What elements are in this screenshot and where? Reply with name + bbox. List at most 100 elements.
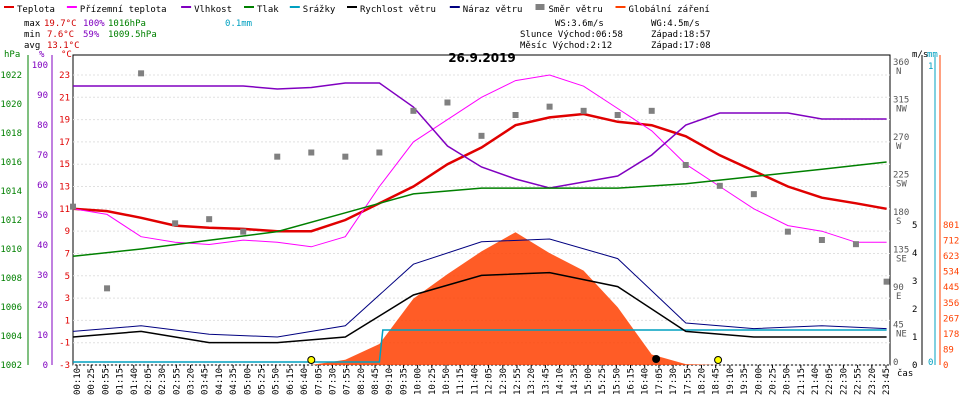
tick-x-46: 19:10 xyxy=(726,368,736,395)
legend-swatch-8 xyxy=(615,6,626,8)
tick-x-57: 23:45 xyxy=(882,368,892,395)
stat-min-temp: 7.6°C xyxy=(47,30,74,40)
tick-x-44: 18:20 xyxy=(697,368,707,395)
tick-x-1: 00:25 xyxy=(87,368,97,395)
tick-x-18: 07:30 xyxy=(328,368,338,395)
tick-dir-name-1: NW xyxy=(896,105,907,115)
legend-swatch-1 xyxy=(66,6,77,8)
tick-x-3: 01:15 xyxy=(116,368,126,395)
stats-block: max 19.7°C 100% 1016hPa 0.1mm min 7.6°C … xyxy=(24,19,252,51)
tick-ms-1: 4 xyxy=(912,249,917,259)
series-radiation xyxy=(73,232,887,365)
tick-hpa-9: 1004 xyxy=(0,332,22,342)
tick-c-7: 9 xyxy=(65,227,70,237)
legend-swatch-4 xyxy=(289,6,300,8)
tick-c-5: 13 xyxy=(59,183,70,193)
tick-x-41: 17:05 xyxy=(655,368,665,395)
stat-max-label: max xyxy=(24,19,41,29)
tick-x-36: 15:00 xyxy=(584,368,594,395)
axis-c-label: °C xyxy=(61,50,72,60)
tick-x-9: 03:45 xyxy=(201,368,211,395)
stat-avg-temp: 13.1°C xyxy=(47,41,80,51)
series-line-2 xyxy=(73,82,887,189)
tick-x-13: 05:25 xyxy=(258,368,268,395)
tick-x-49: 20:25 xyxy=(768,368,778,395)
wind-dir-point-14 xyxy=(546,103,553,110)
wind-dir-point-7 xyxy=(308,149,315,156)
tick-rad-3: 534 xyxy=(943,268,959,278)
tick-x-19: 07:55 xyxy=(343,368,353,395)
moonset-marker xyxy=(652,355,661,363)
tick-dir-7: 45 xyxy=(893,321,904,331)
tick-pct-4: 60 xyxy=(37,181,48,191)
tick-dir-name-6: E xyxy=(896,292,901,302)
tick-x-50: 20:50 xyxy=(783,368,793,395)
wind-dir-point-23 xyxy=(852,241,859,248)
tick-x-2: 00:55 xyxy=(101,368,111,395)
tick-rad-5: 356 xyxy=(943,299,959,309)
tick-hpa-1: 1020 xyxy=(0,100,22,110)
tick-x-17: 07:05 xyxy=(314,368,324,395)
tick-c-0: 23 xyxy=(59,71,70,81)
tick-c-6: 11 xyxy=(59,205,70,215)
tick-pct-10: 0 xyxy=(43,361,48,371)
tick-dir-name-7: NE xyxy=(896,330,907,340)
wind-dir-point-20 xyxy=(750,191,757,198)
chart-title: 26.9.2019 xyxy=(448,51,516,65)
stat-max-hum: 100% xyxy=(83,19,105,29)
tick-hpa-0: 1022 xyxy=(0,71,22,81)
tick-x-15: 06:15 xyxy=(286,368,296,395)
wind-dir-point-24 xyxy=(883,278,890,285)
tick-x-11: 04:35 xyxy=(229,368,239,395)
tick-x-42: 17:30 xyxy=(669,368,679,395)
legend-label-2: Vlhkost xyxy=(194,5,232,15)
axis-ms-label: m/s xyxy=(912,50,928,60)
tick-dir-name-5: SE xyxy=(896,255,907,265)
tick-x-37: 15:25 xyxy=(598,368,608,395)
stat-min-label: min xyxy=(24,30,40,40)
tick-rad-7: 178 xyxy=(943,330,959,340)
tick-ms-2: 3 xyxy=(912,277,917,287)
info-ws: WS:3.6m/s xyxy=(555,19,604,29)
info-mesic: Měsíc Východ:2:12 xyxy=(520,41,612,51)
tick-pct-6: 40 xyxy=(37,241,48,251)
tick-x-51: 21:15 xyxy=(797,368,807,395)
tick-pct-9: 10 xyxy=(37,331,48,341)
tick-hpa-5: 1012 xyxy=(0,216,22,226)
tick-c-10: 3 xyxy=(65,294,70,304)
wind-dir-point-5 xyxy=(240,228,247,235)
tick-pct-7: 30 xyxy=(37,271,48,281)
tick-hpa-3: 1016 xyxy=(0,158,22,168)
tick-x-26: 10:50 xyxy=(442,368,452,395)
tick-x-53: 22:05 xyxy=(825,368,835,395)
series-line-5 xyxy=(72,271,887,344)
axis-hpa-label: hPa xyxy=(4,50,20,60)
tick-c-8: 7 xyxy=(65,249,70,259)
wind-dir-point-8 xyxy=(342,153,349,160)
tick-dir-name-0: N xyxy=(896,67,901,77)
info-slunce: Slunce Východ:06:58 xyxy=(520,30,623,40)
wind-dir-point-22 xyxy=(818,237,825,243)
tick-x-48: 20:00 xyxy=(754,368,764,395)
tick-dir-name-2: W xyxy=(896,142,902,152)
series-line-4 xyxy=(73,329,887,363)
tick-x-21: 08:45 xyxy=(371,368,381,395)
wind-dir-point-13 xyxy=(512,112,519,118)
series-line-6 xyxy=(72,238,887,338)
legend-swatch-6 xyxy=(449,6,460,8)
tick-x-23: 09:35 xyxy=(399,368,409,395)
legend-label-4: Srážky xyxy=(303,5,336,15)
tick-x-28: 11:40 xyxy=(470,368,480,395)
legend-swatch-7 xyxy=(535,4,545,10)
tick-x-14: 05:50 xyxy=(272,368,282,395)
stat-max-rain: 0.1mm xyxy=(225,19,252,29)
tick-dir-1: 315 xyxy=(893,96,909,106)
legend-label-7: Směr větru xyxy=(549,5,603,15)
tick-x-29: 12:05 xyxy=(485,368,495,395)
tick-pct-3: 70 xyxy=(37,151,48,161)
tick-dir-name-3: SW xyxy=(896,180,907,190)
tick-hpa-8: 1006 xyxy=(0,303,22,313)
wind-dir-point-3 xyxy=(172,220,179,227)
tick-pct-1: 90 xyxy=(37,91,48,101)
tick-rad-6: 267 xyxy=(943,314,959,324)
